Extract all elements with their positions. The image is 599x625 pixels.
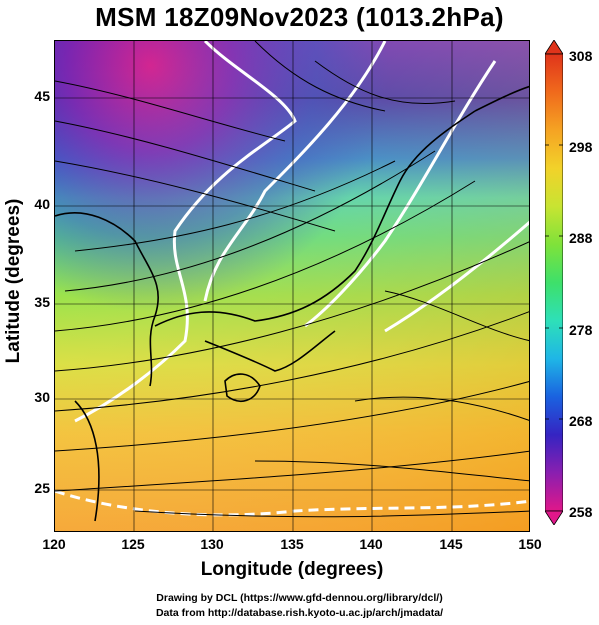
colorbar-tick-258: 258 (569, 504, 593, 520)
temperature-colorbar (545, 40, 563, 525)
x-tick-120: 120 (42, 536, 66, 552)
y-tick-35: 35 (34, 294, 50, 310)
credit-drawing: Drawing by DCL (https://www.gfd-dennou.o… (156, 592, 443, 604)
colorbar-bottom-arrow (545, 510, 563, 525)
y-tick-40: 40 (34, 196, 50, 212)
colorbar-tick-268: 268 (569, 413, 593, 429)
y-tick-30: 30 (34, 389, 50, 405)
colorbar-tick-278: 278 (569, 322, 593, 338)
colorbar-tick-288: 288 (569, 230, 593, 246)
x-tick-130: 130 (200, 536, 224, 552)
x-tick-140: 140 (359, 536, 383, 552)
x-tick-125: 125 (121, 536, 145, 552)
colorbar-tick-298: 298 (569, 139, 593, 155)
coastlines (55, 85, 529, 522)
credit-data-source: Data from http://database.rish.kyoto-u.a… (155, 607, 444, 619)
x-tick-150: 150 (518, 536, 542, 552)
x-tick-135: 135 (280, 536, 304, 552)
x-tick-145: 145 (439, 536, 463, 552)
colorbar-top-arrow (545, 40, 563, 55)
map-plot-area (54, 40, 530, 532)
wind-streamlines (55, 41, 529, 518)
y-tick-25: 25 (34, 480, 50, 496)
map-title: MSM 18Z09Nov2023 (1013.2hPa) (95, 2, 504, 32)
x-axis-label: Longitude (degrees) (200, 559, 384, 580)
colorbar-scale (545, 53, 563, 512)
map-canvas (55, 41, 529, 531)
y-tick-45: 45 (34, 88, 50, 104)
graticule (55, 41, 529, 531)
colorbar-tick-308: 308 (569, 48, 593, 64)
